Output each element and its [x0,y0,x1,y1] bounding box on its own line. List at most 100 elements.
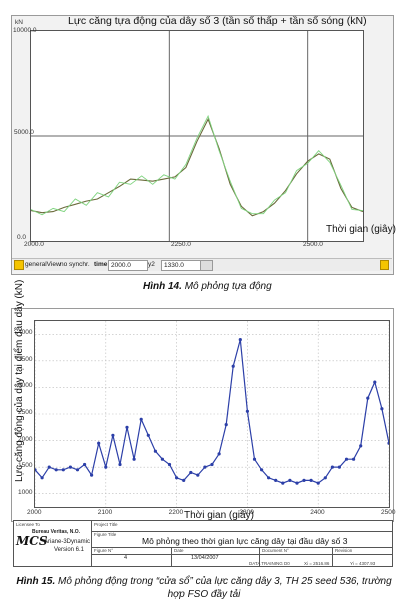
figure-14-y-unit: kN [15,19,23,26]
figure-14-caption-text: Mô phỏng tựa động [184,281,272,292]
data-point [83,462,87,467]
figure-no-label: Figure N° [94,548,114,553]
figure-15-plot-area [33,320,391,508]
figure-14-caption-number: Hình 14. [143,281,182,292]
data-point [153,449,157,453]
figure-15-y-tick: 3000 [18,382,33,390]
data-point [309,478,313,482]
data-point [196,473,200,477]
data-point [387,441,391,445]
date-label: Date [174,548,184,553]
scroll-end-icon[interactable] [380,260,389,270]
figure-14-y-tick: 5000.0 [14,129,34,136]
footer-data-training: DATA TRAINING D0 [249,561,290,566]
camera-icon[interactable] [200,260,213,271]
figure-15-y-label: Lực căng động của dây tại điểm đầu dây (… [14,279,25,482]
data-point [337,465,341,469]
figure-15-x-tick: 2000 [27,509,42,516]
data-point [245,409,249,413]
footer-yi: Yi = 4307.93 [350,561,376,566]
data-point [302,478,306,482]
data-point [210,462,214,467]
figure-14-y-tick: 0.0 [17,234,27,241]
data-point [40,476,44,480]
data-point [274,478,278,482]
program-version: Version 6.1 [54,547,85,553]
data-point [111,433,115,437]
general-view-icon[interactable] [14,260,24,270]
data-point [330,465,334,469]
series-line-2 [30,114,364,216]
footer-xi: Xi = 2516.86 [304,561,330,566]
figure-15-y-tick: 1000 [18,488,33,496]
data-point [238,338,242,342]
data-point [344,457,349,461]
figure-no: 4 [124,555,128,561]
figure-14-caption: Hình 14. Mô phỏng tựa động [143,281,272,292]
time-input[interactable]: 2000.0 [108,260,148,271]
data-point [97,441,101,445]
data-point [203,465,207,469]
data-point [359,444,363,448]
figure-14-x-label: Thời gian (giây) [326,224,396,235]
data-point [316,481,320,485]
figure-15-x-tick: 2300 [239,509,254,516]
project-title-label: Project Title [94,522,118,527]
data-point [182,478,186,482]
data-point [189,470,193,475]
data-point [104,465,108,469]
figure-14-x-tick: 2500.0 [303,241,323,248]
data-point [75,468,80,472]
figure-14-chart [30,31,364,241]
general-view-button[interactable]: generalView [25,261,61,268]
figure-15-x-label: Thời gian (giây) [184,510,254,521]
data-point [252,457,257,461]
data-point [352,457,356,461]
figure-14-x-tick: 2000.0 [24,241,44,248]
figure-14-x-tick: 2250.0 [171,241,191,248]
mcs-logo: MCS [16,534,48,548]
figure-title: Mô phỏng theo thời gian lực căng dây tại… [142,536,348,546]
document-no-label: Document N° [262,548,289,553]
sync-toggle[interactable]: no synchr. [60,261,90,268]
figure-15-x-tick: 2200 [168,509,184,516]
data-point [61,468,65,472]
data-point [125,425,129,429]
data-point [160,457,164,461]
revision-label: Revision [335,548,353,553]
date-value: 13/04/2007 [191,555,219,561]
figure-15-y-tick: 2000 [18,435,33,443]
licensee-label: Licensee To [16,522,40,527]
data-point [68,465,72,469]
figure-title-label: Figure Title [94,532,117,537]
data-point [380,407,384,411]
data-point [231,364,235,368]
data-point [260,468,264,472]
y2-input[interactable]: 1330.0 [161,260,201,271]
data-point [90,473,94,477]
data-point [217,452,221,456]
figure-15-y-tick: 3500 [18,355,33,363]
y2-label: y2 [148,261,155,268]
program-name: Ariane-3Dynamic [44,539,91,545]
data-point [33,468,37,472]
data-point [373,380,377,384]
figure-15-x-tick: 2500 [381,509,396,516]
figure-15-x-tick: 2100 [97,509,113,516]
time-label: time: [94,261,110,268]
data-point [288,478,292,482]
figure-15-title-block: Licensee To Bureau Veritas, N.O. MCS Ari… [13,520,393,567]
data-point [366,396,370,400]
figure-15-y-tick: 2500 [18,409,33,416]
data-point [118,462,122,467]
data-point [295,481,299,485]
figure-15-caption-number: Hình 15. [16,576,56,587]
figure-15-y-tick: 1500 [18,462,33,470]
data-point [267,476,271,480]
data-point [146,433,150,437]
figure-15-chart [33,321,391,507]
data-point [139,417,143,421]
series-line-1 [30,117,364,217]
figure-14-plot-title: Lực căng tựa động của dây số 3 (tần số t… [68,15,367,27]
data-point [167,462,172,467]
